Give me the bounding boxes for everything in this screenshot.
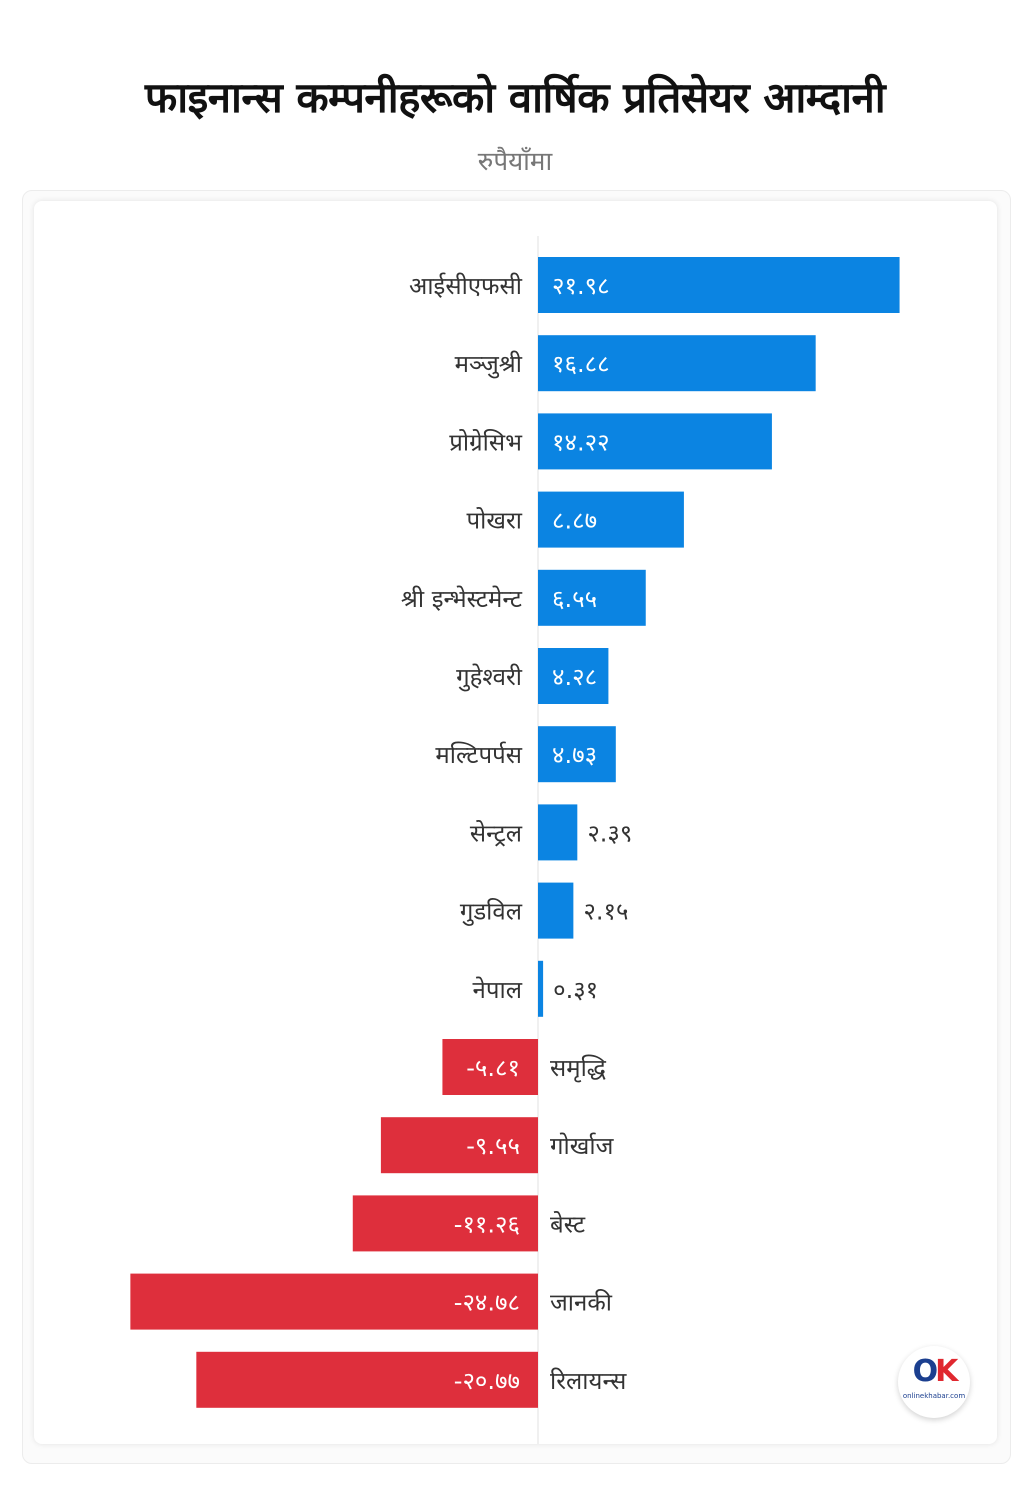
bar xyxy=(442,1039,538,1095)
value-label: २.३९ xyxy=(587,819,632,847)
value-label: -५.८१ xyxy=(466,1054,520,1082)
bar xyxy=(538,648,609,704)
bar xyxy=(538,804,578,861)
chart-title: फाइनान्स कम्पनीहरूको वार्षिक प्रतिसेयर आ… xyxy=(144,73,886,122)
value-label: ४.२८ xyxy=(552,663,597,691)
bar xyxy=(538,335,816,392)
value-label: -२४.७८ xyxy=(454,1289,520,1317)
bar xyxy=(538,413,772,470)
bar xyxy=(196,1351,538,1408)
bar xyxy=(352,1195,538,1252)
bar xyxy=(538,491,684,548)
category-label: गुडविल xyxy=(460,898,523,927)
value-label: -२०.७७ xyxy=(454,1367,520,1395)
value-label: १६.८८ xyxy=(552,350,610,378)
value-label: २१.९८ xyxy=(552,272,610,300)
value-label: ८.८७ xyxy=(552,507,597,535)
category-label: मल्टिपर्पस xyxy=(435,741,522,769)
category-label: नेपाल xyxy=(473,976,523,1004)
value-label: ४.७३ xyxy=(552,741,597,769)
value-label: -९.५५ xyxy=(466,1132,520,1160)
value-label: २.१५ xyxy=(583,898,628,926)
logo-mark-k: K xyxy=(935,1354,958,1389)
logo-mark: OK xyxy=(898,1354,970,1389)
logo-mark-o: O xyxy=(912,1354,938,1389)
bar xyxy=(538,726,616,783)
value-label: -११.२६ xyxy=(454,1210,520,1238)
category-label: सेन्ट्रल xyxy=(470,819,523,847)
category-label: बेस्ट xyxy=(550,1210,586,1238)
category-label: समृद्धि xyxy=(550,1054,607,1083)
bar xyxy=(538,882,574,939)
category-label: रिलायन्स xyxy=(550,1367,627,1395)
bar xyxy=(538,960,544,1017)
value-label: १४.२२ xyxy=(552,428,610,456)
category-label: मञ्जुश्री xyxy=(455,350,523,379)
category-label: श्री इन्भेस्टमेन्ट xyxy=(401,585,523,613)
category-label: जानकी xyxy=(550,1289,613,1317)
value-label: ६.५५ xyxy=(552,585,597,613)
onlinekhabar-logo: OK onlinekhabar.com xyxy=(898,1346,970,1418)
bar xyxy=(380,1117,538,1174)
category-label: प्रोग्रेसिभ xyxy=(449,428,523,456)
category-label: गुहेश्वरी xyxy=(456,663,523,692)
bar xyxy=(130,1273,538,1330)
category-label: आईसीएफसी xyxy=(409,272,523,300)
bar xyxy=(538,569,646,626)
category-label: पोखरा xyxy=(466,507,522,535)
bar xyxy=(538,257,900,313)
logo-text: onlinekhabar.com xyxy=(902,1392,966,1400)
value-label: ०.३१ xyxy=(553,976,598,1004)
chart-subtitle: रुपैयाँमा xyxy=(477,147,553,177)
category-label: गोर्खाज xyxy=(550,1132,615,1160)
